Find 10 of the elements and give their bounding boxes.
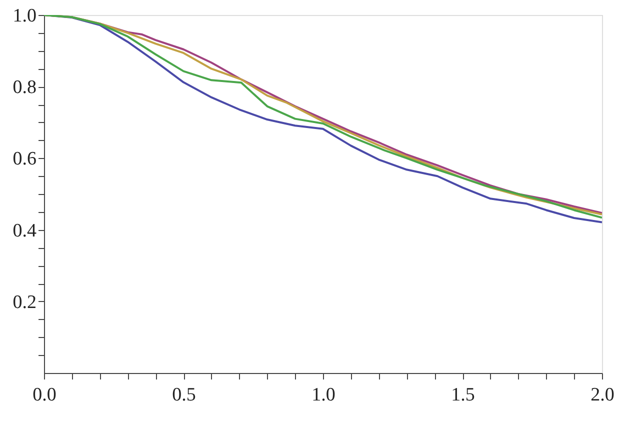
x-tick-label: 1.5 [451, 384, 475, 406]
x-tick-label: 2.0 [590, 384, 614, 406]
y-tick-label: 0.4 [12, 220, 37, 242]
x-tick-label: 0.5 [172, 384, 196, 406]
y-tick-label: 1.0 [12, 6, 36, 26]
x-tick-label: 0.0 [32, 384, 56, 406]
x-tick-label: 1.0 [312, 384, 336, 406]
y-tick-label: 0.8 [12, 77, 36, 98]
y-tick-label: 0.6 [12, 148, 36, 170]
y-tick-label: 0.2 [12, 292, 36, 313]
